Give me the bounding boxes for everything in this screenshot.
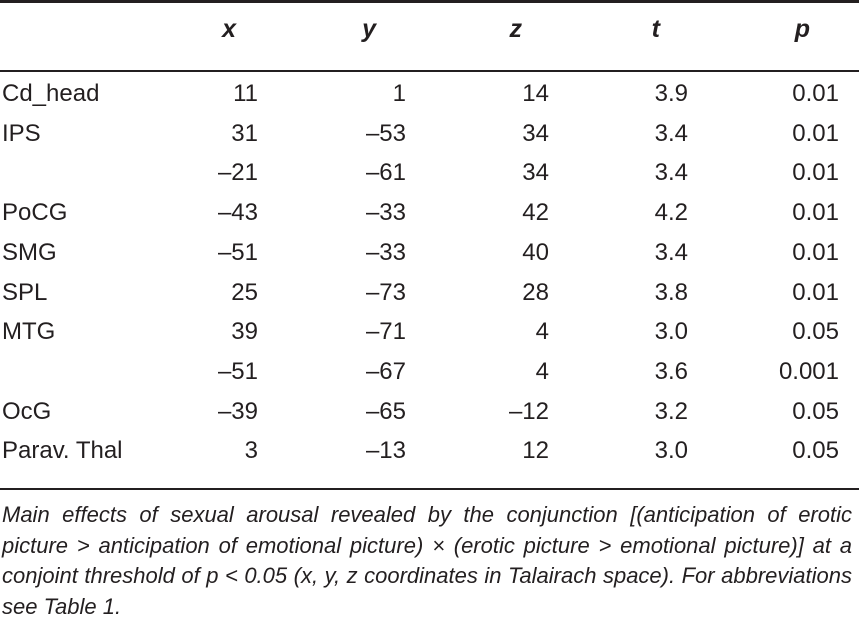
table-row: SMG –51 –33 40 3.4 0.01 — [0, 238, 859, 276]
cell-t: 3.2 — [654, 397, 688, 425]
cell-z: 4 — [535, 357, 549, 385]
cell-z: 28 — [522, 278, 549, 306]
cell-z: 4 — [535, 318, 549, 346]
table-row: Cd_head 11 1 14 3.9 0.01 — [0, 79, 859, 117]
cell-x: –51 — [217, 357, 258, 385]
table-row: MTG 39 –71 4 3.0 0.05 — [0, 317, 859, 355]
cell-region: Parav. Thal — [2, 437, 123, 465]
cell-region: MTG — [2, 318, 56, 346]
cell-region: PoCG — [2, 199, 68, 227]
cell-p: 0.05 — [792, 318, 839, 346]
table-caption: Main effects of sexual arousal revealed … — [2, 500, 852, 622]
cell-x: –51 — [217, 238, 258, 266]
cell-t: 3.0 — [654, 437, 688, 465]
cell-y: –13 — [365, 437, 406, 465]
header-t: t — [651, 15, 660, 43]
cell-x: 3 — [244, 437, 258, 465]
table-top-rule — [0, 0, 859, 3]
cell-y: –33 — [365, 238, 406, 266]
cell-z: 40 — [522, 238, 549, 266]
cell-t: 3.6 — [654, 357, 688, 385]
table-bottom-rule — [0, 488, 859, 490]
cell-y: –71 — [365, 318, 406, 346]
cell-region: IPS — [2, 119, 41, 147]
cell-t: 3.9 — [654, 80, 688, 107]
cell-p: 0.01 — [792, 119, 839, 147]
cell-x: 31 — [231, 119, 258, 147]
header-x: x — [222, 15, 236, 43]
cell-x: –43 — [217, 199, 258, 227]
cell-y: –53 — [365, 119, 406, 147]
cell-z: 34 — [522, 119, 549, 147]
table-row: –21 –61 34 3.4 0.01 — [0, 158, 859, 196]
cell-z: 34 — [522, 159, 549, 187]
cell-t: 4.2 — [654, 199, 688, 227]
cell-y: –67 — [365, 357, 406, 385]
header-p: p — [794, 15, 810, 43]
cell-p: 0.05 — [792, 397, 839, 425]
cell-t: 3.4 — [654, 238, 688, 266]
cell-p: 0.01 — [792, 238, 839, 266]
cell-p: 0.01 — [792, 278, 839, 306]
cell-x: –21 — [217, 159, 258, 187]
cell-z: –12 — [508, 397, 549, 425]
cell-t: 3.8 — [654, 278, 688, 306]
cell-y: –65 — [365, 397, 406, 425]
cell-x: –39 — [217, 397, 258, 425]
caption-text: Main effects of sexual arousal revealed … — [2, 502, 852, 619]
table-row: Parav. Thal 3 –13 12 3.0 0.05 — [0, 436, 859, 474]
header-z: z — [509, 15, 523, 43]
cell-y: –73 — [365, 278, 406, 306]
cell-t: 3.0 — [654, 318, 688, 346]
cell-t: 3.4 — [654, 119, 688, 147]
cell-x: 11 — [233, 80, 258, 107]
cell-z: 12 — [522, 437, 549, 465]
cell-region: Cd_head — [2, 80, 100, 107]
table-row: –51 –67 4 3.6 0.001 — [0, 357, 859, 395]
cell-p: 0.05 — [792, 437, 839, 465]
cell-z: 42 — [522, 199, 549, 227]
table-row: SPL 25 –73 28 3.8 0.01 — [0, 278, 859, 316]
header-y: y — [362, 15, 376, 43]
cell-p: 0.01 — [792, 159, 839, 187]
cell-y: –61 — [365, 159, 406, 187]
table-row: IPS 31 –53 34 3.4 0.01 — [0, 119, 859, 157]
cell-t: 3.4 — [654, 159, 688, 187]
cell-p: 0.01 — [792, 80, 839, 107]
cell-y: –33 — [365, 199, 406, 227]
table-header-rule — [0, 70, 859, 72]
cell-x: 39 — [231, 318, 258, 346]
cell-p: 0.01 — [792, 199, 839, 227]
cell-z: 14 — [522, 80, 549, 107]
table-row: PoCG –43 –33 42 4.2 0.01 — [0, 198, 859, 236]
cell-region: SMG — [2, 238, 57, 266]
cell-x: 25 — [231, 278, 258, 306]
table-row: OcG –39 –65 –12 3.2 0.05 — [0, 397, 859, 435]
cell-region: SPL — [2, 278, 48, 306]
cell-region: OcG — [2, 397, 52, 425]
cell-y: 1 — [392, 80, 406, 107]
cell-p: 0.001 — [778, 357, 839, 385]
